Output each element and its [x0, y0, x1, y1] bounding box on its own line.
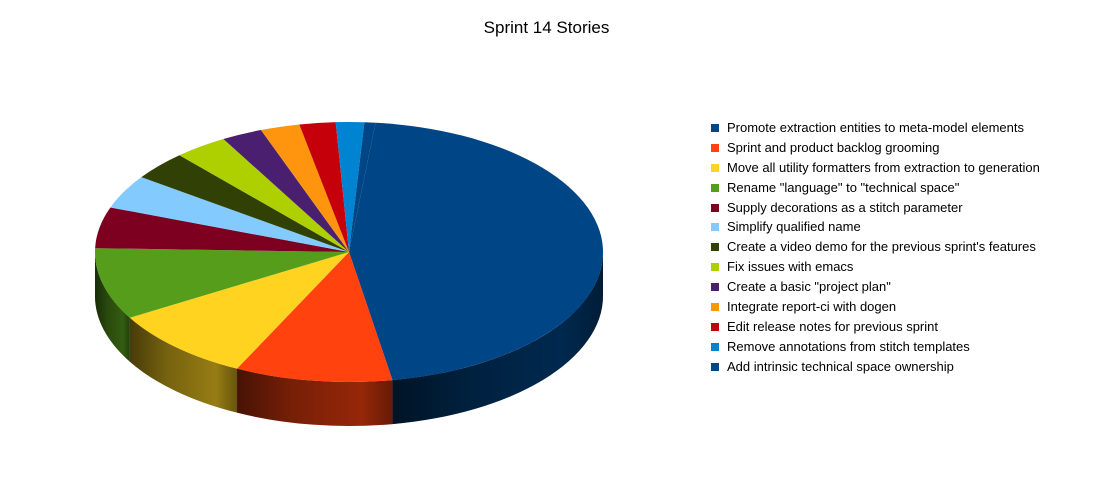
pie-slice — [179, 139, 349, 252]
legend-item: Simplify qualified name — [711, 217, 1040, 237]
legend-item: Create a video demo for the previous spr… — [711, 237, 1040, 257]
legend-item: Integrate report-ci with dogen — [711, 297, 1040, 317]
legend-label: Create a basic "project plan" — [727, 279, 891, 295]
pie-slice — [95, 248, 350, 318]
pie-slice — [299, 122, 349, 252]
legend-swatch — [711, 243, 719, 252]
pie-slice — [260, 124, 349, 252]
pie-slice — [141, 155, 349, 252]
legend-item: Add intrinsic technical space ownership — [711, 357, 1040, 377]
legend-swatch — [711, 342, 719, 351]
legend-item: Move all utility formatters from extract… — [711, 158, 1040, 178]
legend-swatch — [711, 183, 719, 192]
legend-label: Remove annotations from stitch templates — [727, 338, 970, 354]
legend-label: Sprint and product backlog grooming — [727, 139, 940, 155]
legend: Promote extraction entities to meta-mode… — [711, 118, 1040, 377]
legend-swatch — [711, 143, 719, 152]
legend-swatch — [711, 263, 719, 272]
legend-label: Create a video demo for the previous spr… — [727, 239, 1036, 255]
legend-swatch — [711, 203, 719, 212]
legend-label: Supply decorations as a stitch parameter — [727, 199, 963, 215]
pie-slice — [110, 177, 349, 252]
legend-item: Edit release notes for previous sprint — [711, 317, 1040, 337]
legend-item: Remove annotations from stitch templates — [711, 337, 1040, 357]
pie-slice — [129, 252, 349, 369]
pie-slice — [95, 207, 349, 252]
pie-slice — [335, 122, 365, 252]
pie-slice-side-shading — [129, 317, 238, 413]
pie-slice-side-shading — [95, 252, 130, 362]
legend-item: Supply decorations as a stitch parameter — [711, 198, 1040, 218]
legend-item: Create a basic "project plan" — [711, 277, 1040, 297]
legend-label: Simplify qualified name — [727, 219, 861, 235]
legend-label: Edit release notes for previous sprint — [727, 318, 938, 334]
legend-label: Move all utility formatters from extract… — [727, 159, 1040, 175]
legend-item: Fix issues with emacs — [711, 257, 1040, 277]
pie-chart — [95, 122, 604, 427]
legend-label: Rename "language" to "technical space" — [727, 179, 960, 195]
legend-swatch — [711, 362, 719, 371]
legend-label: Promote extraction entities to meta-mode… — [727, 120, 1024, 135]
legend-label: Integrate report-ci with dogen — [727, 299, 897, 315]
legend-swatch — [711, 322, 719, 331]
chart-title: Sprint 14 Stories — [483, 18, 610, 37]
legend-swatch — [711, 223, 719, 232]
pie-slice — [237, 252, 393, 382]
pie-slice-side-shading — [392, 252, 603, 425]
legend-item: Rename "language" to "technical space" — [711, 178, 1040, 198]
pie-slice — [349, 122, 604, 381]
legend-swatch — [711, 163, 719, 172]
legend-swatch — [711, 124, 719, 132]
pie-slice — [349, 122, 376, 252]
legend-swatch — [711, 283, 719, 292]
legend-item: Promote extraction entities to meta-mode… — [711, 118, 1040, 138]
legend-label: Add intrinsic technical space ownership — [727, 358, 954, 374]
legend-label: Fix issues with emacs — [727, 259, 854, 275]
legend-item: Sprint and product backlog grooming — [711, 138, 1040, 158]
pie-slice-side-shading — [237, 368, 393, 427]
pie-slice — [223, 130, 349, 252]
legend-swatch — [711, 303, 719, 312]
